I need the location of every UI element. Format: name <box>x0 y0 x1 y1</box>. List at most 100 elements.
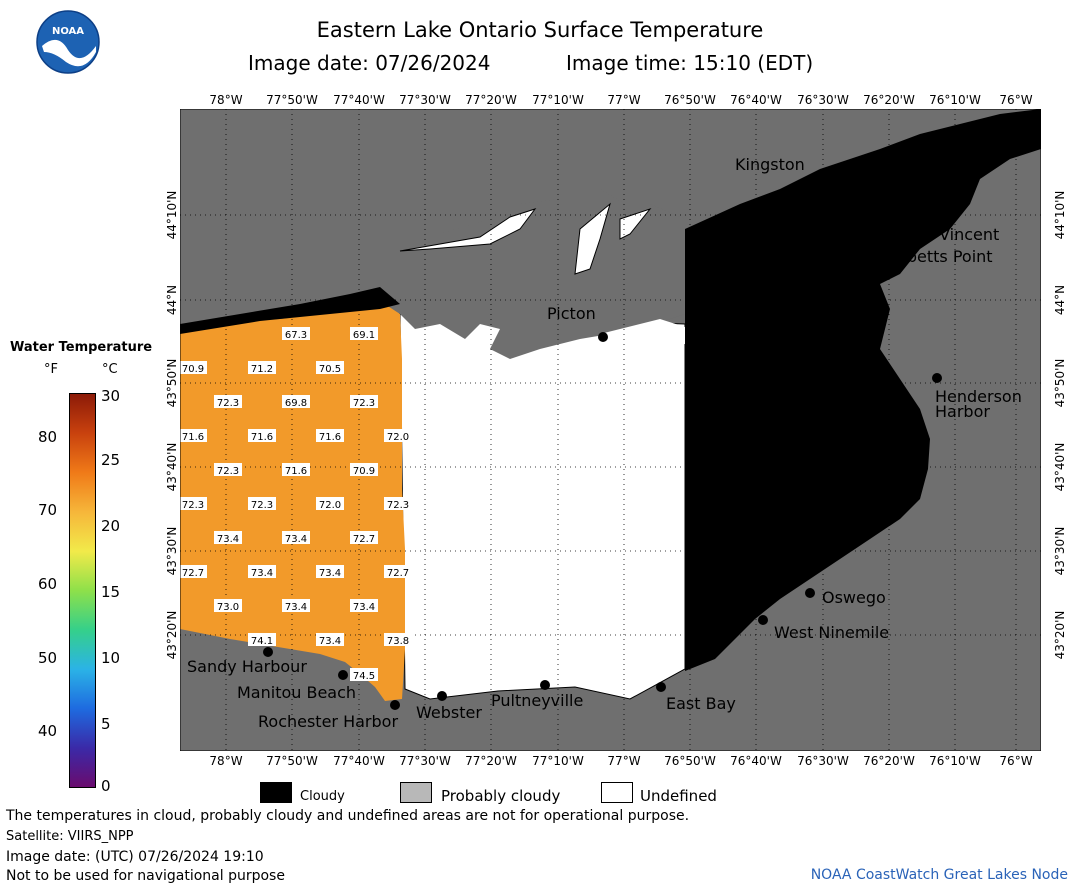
cloudy-label: Cloudy <box>300 789 345 804</box>
place-label: East Bay <box>666 694 736 713</box>
longitude-label-top: 76°40'W <box>730 93 782 107</box>
image-time: Image time: 15:10 (EDT) <box>566 51 814 75</box>
place-label: Henderson <box>935 387 1022 406</box>
color-scale-bar <box>69 393 96 788</box>
cloudy-strip-west <box>180 287 400 334</box>
longitude-label-top: 76°20'W <box>863 93 915 107</box>
longitude-label-bottom: 77°W <box>607 754 641 768</box>
temperature-label: 73.4 <box>214 531 242 545</box>
temperature-label: 72.7 <box>350 531 378 545</box>
temperature-labels: 67.3 69.1 70.9 71.2 70.5 72.3 69.8 72.3 71.6 71.6… <box>180 327 412 682</box>
longitude-label-top: 77°20'W <box>465 93 517 107</box>
longitude-label-top: 78°W <box>209 93 243 107</box>
legend-tick-f: 40 <box>38 722 58 740</box>
latitude-label-right: 44°10'N <box>1053 190 1067 240</box>
latitude-label-right: 43°40'N <box>1053 442 1067 492</box>
place-label: Tibbetts Point <box>882 247 993 266</box>
prince-edward-land <box>400 189 685 359</box>
place-marker-icon <box>932 373 942 383</box>
image-date: Image date: 07/26/2024 <box>248 51 491 75</box>
temperature-label: 71.6 <box>282 463 310 477</box>
cloudy-area <box>685 109 1041 671</box>
lake-map: 67.3 69.1 70.9 71.2 70.5 72.3 69.8 72.3 71.6 71.6… <box>180 109 1041 751</box>
place-marker-icon <box>437 691 447 701</box>
inner-bay-2 <box>619 207 652 240</box>
svg-text:72.3: 72.3 <box>251 500 273 511</box>
temperature-label: 74.1 <box>248 633 276 647</box>
longitude-label-bottom: 77°50'W <box>266 754 318 768</box>
place-label: Oswego <box>822 588 886 607</box>
longitude-label-bottom: 77°10'W <box>532 754 584 768</box>
legend-tick-f: 80 <box>38 428 58 446</box>
longitude-label-top: 76°30'W <box>797 93 849 107</box>
temperature-label: 72.3 <box>350 395 378 409</box>
latitude-label-right: 43°30'N <box>1053 526 1067 576</box>
temperature-label: 73.4 <box>248 565 276 579</box>
temperature-label: 70.9 <box>180 361 207 375</box>
place-label: Harbor <box>935 402 990 421</box>
legend-tick-c: 10 <box>101 649 121 667</box>
longitude-label-bottom: 76°50'W <box>664 754 716 768</box>
svg-text:72.3: 72.3 <box>182 500 204 511</box>
svg-text:72.3: 72.3 <box>217 466 239 477</box>
place-label: Sandy Harbour <box>187 657 307 676</box>
temperature-label: 73.4 <box>282 531 310 545</box>
place-marker-icon <box>263 647 273 657</box>
longitude-label-top: 76°10'W <box>929 93 981 107</box>
temperature-label: 72.3 <box>384 497 412 511</box>
footer-utc-date: Image date: (UTC) 07/26/2024 19:10 <box>6 849 264 865</box>
temperature-label: 73.0 <box>214 599 242 613</box>
undefined-swatch <box>601 782 633 803</box>
svg-text:72.3: 72.3 <box>353 398 375 409</box>
legend-tick-c: 15 <box>101 583 121 601</box>
latitude-label-left: 43°20'N <box>165 610 179 660</box>
temperature-label: 72.3 <box>180 497 207 511</box>
svg-text:70.9: 70.9 <box>353 466 375 477</box>
svg-text:73.4: 73.4 <box>251 568 273 579</box>
place-marker-icon <box>598 332 608 342</box>
temperature-label: 72.3 <box>214 463 242 477</box>
latitude-label-left: 43°30'N <box>165 526 179 576</box>
legend-tick-c: 30 <box>101 387 121 405</box>
inner-bay <box>574 202 611 275</box>
temperature-label: 73.8 <box>384 633 412 647</box>
picton-bay <box>600 319 685 349</box>
cloudy-swatch <box>260 782 292 803</box>
undefined-water <box>399 313 686 700</box>
longitude-label-bottom: 76°20'W <box>863 754 915 768</box>
latitude-label-right: 43°20'N <box>1053 610 1067 660</box>
place-marker-icon <box>540 680 550 690</box>
temperature-label: 72.3 <box>248 497 276 511</box>
legend-tick-c: 0 <box>101 777 111 795</box>
svg-text:72.7: 72.7 <box>387 568 409 579</box>
legend-unit-c: °C <box>102 362 118 377</box>
temperature-label: 73.4 <box>316 565 344 579</box>
longitude-label-bottom: 76°W <box>999 754 1033 768</box>
temperature-label: 72.7 <box>180 565 207 579</box>
place-label: Picton <box>547 304 596 323</box>
place-label: Manitou Beach <box>237 683 356 702</box>
longitude-label-bottom: 77°30'W <box>399 754 451 768</box>
latitude-label-left: 43°50'N <box>165 358 179 408</box>
legend-tick-c: 5 <box>101 715 111 733</box>
svg-text:71.2: 71.2 <box>251 364 273 375</box>
longitude-label-top: 76°W <box>999 93 1033 107</box>
temperature-label: 70.5 <box>316 361 344 375</box>
footer-navigation-warning: Not to be used for navigational purpose <box>6 868 285 884</box>
credit-text: NOAA CoastWatch Great Lakes Node <box>810 867 1068 883</box>
longitude-label-top: 77°30'W <box>399 93 451 107</box>
longitude-label-bottom: 76°40'W <box>730 754 782 768</box>
longitude-label-top: 77°50'W <box>266 93 318 107</box>
temperature-label: 69.8 <box>282 395 310 409</box>
svg-text:74.1: 74.1 <box>251 636 273 647</box>
longitude-label-bottom: 77°20'W <box>465 754 517 768</box>
legend-tick-f: 50 <box>38 649 58 667</box>
svg-text:70.9: 70.9 <box>182 364 204 375</box>
svg-text:73.4: 73.4 <box>285 534 307 545</box>
place-marker-icon <box>656 682 666 692</box>
temperature-label: 72.3 <box>214 395 242 409</box>
svg-text:73.4: 73.4 <box>353 602 375 613</box>
longitude-label-top: 76°50'W <box>664 93 716 107</box>
longitude-label-bottom: 77°40'W <box>333 754 385 768</box>
map-title: Eastern Lake Ontario Surface Temperature <box>316 18 764 42</box>
